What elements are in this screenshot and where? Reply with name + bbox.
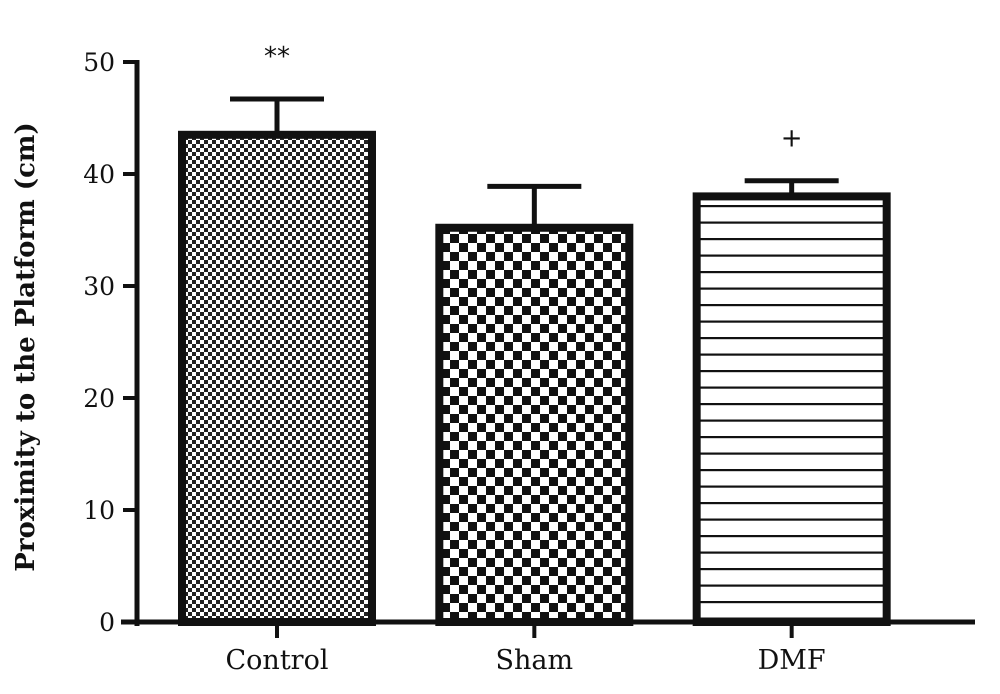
- bar-sham: [435, 223, 634, 626]
- x-tick-label: DMF: [758, 645, 826, 676]
- x-tick-label: Sham: [496, 645, 574, 676]
- significance-marker: **: [264, 42, 290, 72]
- y-tick-label: 10: [83, 496, 115, 525]
- y-tick-label: 20: [83, 384, 115, 413]
- y-tick-label: 50: [83, 48, 115, 77]
- bar-control: [178, 130, 376, 627]
- y-tick-label: 0: [99, 608, 115, 637]
- y-axis: 0 10 20 30 40 50: [83, 48, 140, 637]
- y-tick-label: 30: [83, 272, 115, 301]
- bars-group: ** +: [178, 42, 891, 627]
- x-axis: Control Sham DMF: [121, 619, 975, 676]
- bar-group-sham: [435, 183, 634, 626]
- bar-group-dmf: +: [692, 124, 891, 626]
- bar-group-control: **: [178, 42, 376, 627]
- significance-marker: +: [781, 124, 803, 154]
- y-axis-label: Proximity to the Platform (cm): [11, 122, 41, 571]
- bar-dmf: [692, 192, 891, 626]
- y-tick-label: 40: [83, 160, 115, 189]
- x-tick-label: Control: [226, 645, 329, 676]
